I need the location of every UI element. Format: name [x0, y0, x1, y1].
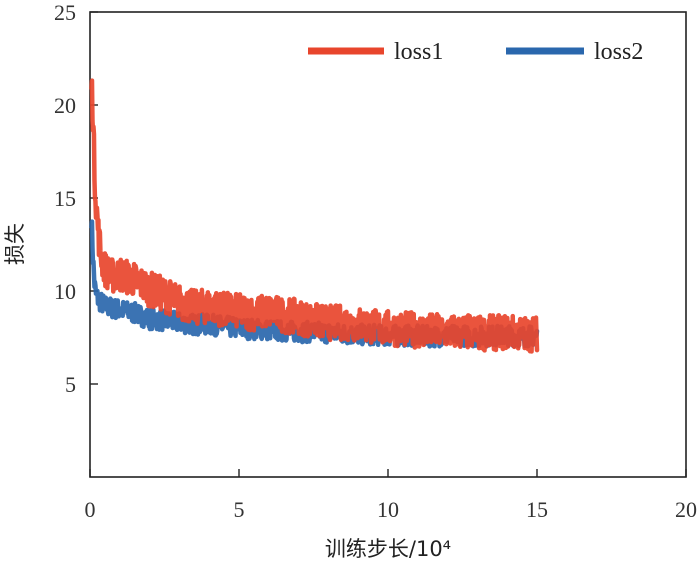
y-tick-label: 10: [54, 279, 76, 304]
x-tick-label: 0: [85, 497, 96, 522]
x-axis-label: 训练步长/10⁴: [325, 537, 451, 561]
plot-frame: [89, 11, 687, 478]
y-tick-label: 5: [65, 372, 76, 397]
series-layer: [89, 78, 540, 354]
x-axis-ticks: 0 5 10 15 20: [85, 469, 697, 522]
legend-label-loss1: loss1: [394, 39, 443, 65]
legend: loss1 loss2: [308, 39, 643, 65]
y-axis-ticks: 5 10 15 20 25: [54, 0, 98, 397]
y-tick-label: 20: [54, 93, 76, 118]
series-line-loss2: [89, 219, 540, 349]
x-tick-label: 15: [526, 497, 548, 522]
x-tick-label: 5: [234, 497, 245, 522]
x-tick-label: 10: [377, 497, 399, 522]
x-tick-label: 20: [675, 497, 697, 522]
y-axis-label: 损失: [3, 223, 27, 265]
series-line-loss1: [89, 78, 540, 354]
legend-label-loss2: loss2: [594, 39, 643, 65]
y-tick-label: 25: [54, 0, 76, 25]
y-tick-label: 15: [54, 186, 76, 211]
